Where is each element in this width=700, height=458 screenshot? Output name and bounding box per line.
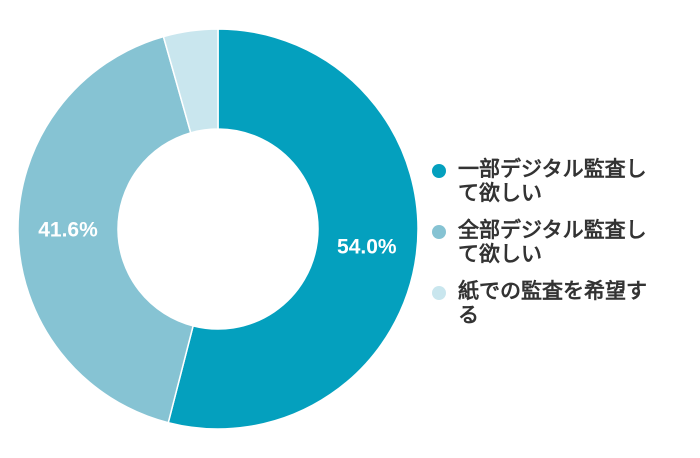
legend: 一部デジタル監査して欲しい 全部デジタル監査して欲しい 紙での監査を希望する — [432, 158, 682, 341]
legend-label: 紙での監査を希望する — [458, 280, 647, 327]
legend-label: 一部デジタル監査して欲しい — [458, 158, 647, 205]
legend-item: 全部デジタル監査して欲しい — [432, 219, 682, 267]
legend-marker — [432, 286, 446, 300]
slice — [17, 35, 195, 424]
legend-marker — [432, 164, 446, 178]
slice-label: 41.6% — [38, 218, 98, 241]
slice — [162, 28, 219, 134]
legend-item: 一部デジタル監査して欲しい — [432, 158, 682, 206]
slice — [167, 28, 419, 430]
legend-marker — [432, 225, 446, 239]
legend-item: 紙での監査を希望する — [432, 280, 682, 328]
legend-label: 全部デジタル監査して欲しい — [458, 219, 647, 266]
slice-label: 54.0% — [337, 235, 397, 258]
